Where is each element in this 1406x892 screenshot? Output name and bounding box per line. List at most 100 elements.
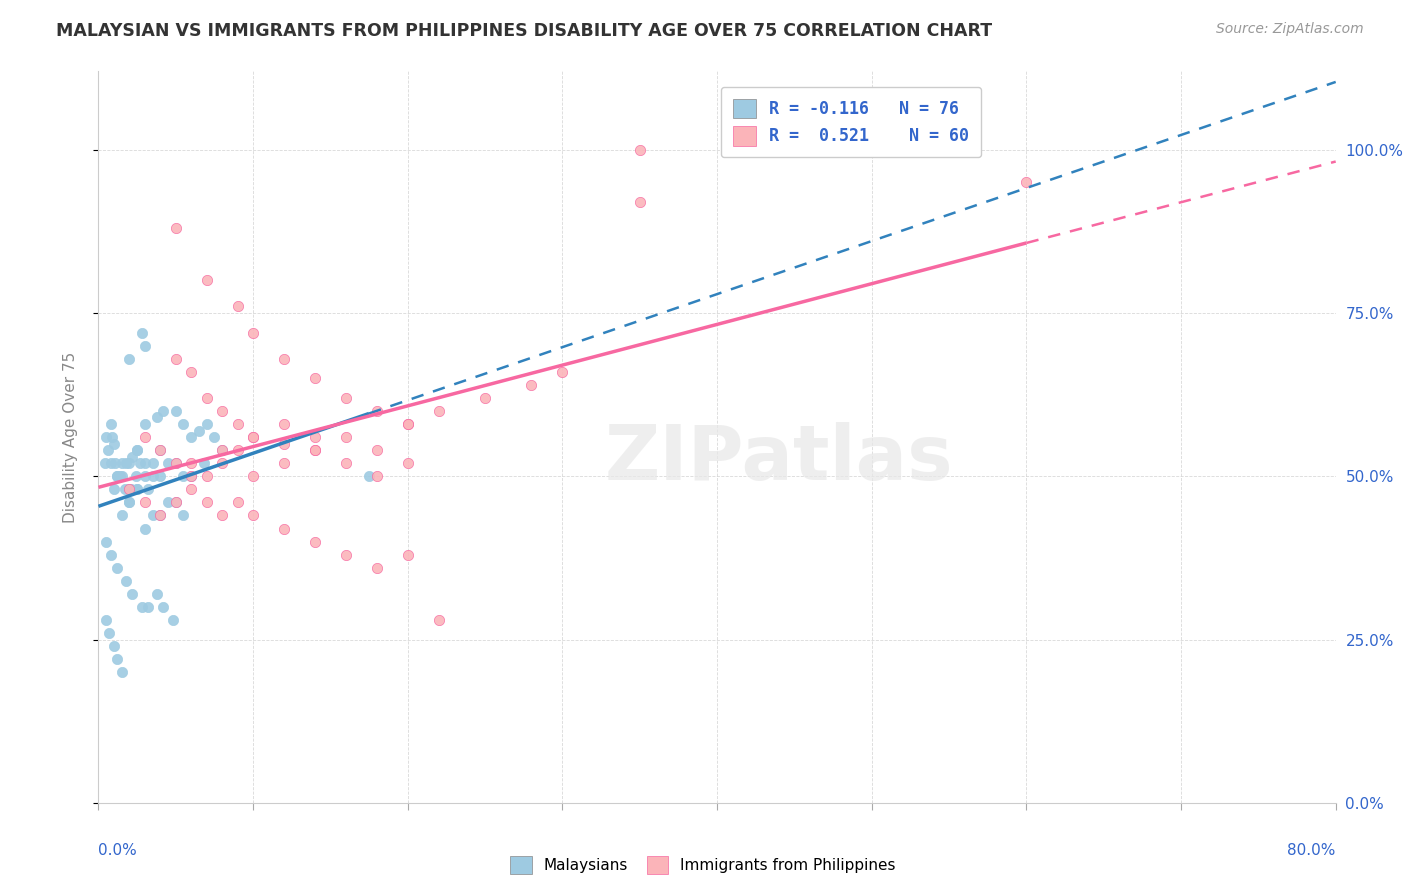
Point — [273, 521, 295, 535]
Point — [121, 450, 143, 464]
Point — [134, 469, 156, 483]
Point — [105, 469, 128, 483]
Point — [180, 430, 202, 444]
Point — [149, 443, 172, 458]
Point — [134, 521, 156, 535]
Point — [335, 430, 357, 444]
Point — [204, 430, 226, 444]
Point — [273, 417, 295, 431]
Point — [98, 626, 121, 640]
Point — [1015, 175, 1038, 189]
Point — [173, 508, 195, 523]
Point — [242, 430, 264, 444]
Point — [103, 639, 125, 653]
Point — [273, 436, 295, 450]
Point — [118, 456, 141, 470]
Point — [226, 443, 249, 458]
Point — [180, 365, 202, 379]
Y-axis label: Disability Age Over 75: Disability Age Over 75 — [63, 351, 77, 523]
Point — [111, 469, 134, 483]
Point — [165, 221, 187, 235]
Point — [127, 483, 149, 497]
Point — [100, 456, 122, 470]
Point — [427, 404, 450, 418]
Point — [366, 469, 388, 483]
Point — [273, 456, 295, 470]
Point — [628, 143, 651, 157]
Point — [211, 404, 233, 418]
Point — [152, 599, 174, 614]
Point — [118, 483, 141, 497]
Point — [211, 443, 233, 458]
Point — [105, 652, 128, 666]
Point — [134, 495, 156, 509]
Point — [242, 326, 264, 340]
Point — [242, 469, 264, 483]
Point — [129, 456, 152, 470]
Point — [396, 456, 419, 470]
Point — [304, 534, 326, 549]
Point — [111, 665, 134, 680]
Point — [335, 548, 357, 562]
Point — [242, 430, 264, 444]
Point — [97, 443, 120, 458]
Point — [114, 483, 136, 497]
Point — [152, 404, 174, 418]
Text: MALAYSIAN VS IMMIGRANTS FROM PHILIPPINES DISABILITY AGE OVER 75 CORRELATION CHAR: MALAYSIAN VS IMMIGRANTS FROM PHILIPPINES… — [56, 22, 993, 40]
Point — [118, 483, 141, 497]
Point — [146, 587, 169, 601]
Legend: Malaysians, Immigrants from Philippines: Malaysians, Immigrants from Philippines — [505, 850, 901, 880]
Point — [165, 495, 187, 509]
Point — [474, 391, 496, 405]
Point — [142, 456, 165, 470]
Point — [149, 508, 172, 523]
Point — [105, 469, 128, 483]
Point — [366, 404, 388, 418]
Point — [103, 483, 125, 497]
Point — [211, 508, 233, 523]
Point — [195, 391, 218, 405]
Point — [173, 469, 195, 483]
Point — [180, 469, 202, 483]
Point — [127, 483, 149, 497]
Text: 0.0%: 0.0% — [98, 843, 138, 858]
Point — [100, 548, 122, 562]
Point — [142, 469, 165, 483]
Point — [101, 430, 124, 444]
Point — [180, 483, 202, 497]
Point — [195, 273, 218, 287]
Point — [142, 508, 165, 523]
Point — [93, 456, 115, 470]
Point — [427, 613, 450, 627]
Point — [165, 456, 187, 470]
Point — [121, 587, 143, 601]
Point — [304, 430, 326, 444]
Point — [157, 456, 180, 470]
Point — [136, 599, 159, 614]
Point — [149, 508, 172, 523]
Point — [118, 351, 141, 366]
Point — [136, 483, 159, 497]
Point — [127, 443, 149, 458]
Point — [520, 377, 543, 392]
Point — [96, 534, 118, 549]
Point — [118, 495, 141, 509]
Point — [165, 351, 187, 366]
Point — [120, 483, 142, 497]
Point — [127, 443, 149, 458]
Point — [242, 508, 264, 523]
Point — [304, 371, 326, 385]
Point — [211, 443, 233, 458]
Point — [157, 495, 180, 509]
Point — [115, 456, 138, 470]
Point — [357, 469, 380, 483]
Point — [366, 560, 388, 574]
Point — [149, 469, 172, 483]
Text: ZIPatlas: ZIPatlas — [605, 422, 953, 496]
Point — [134, 430, 156, 444]
Point — [165, 456, 187, 470]
Point — [134, 417, 156, 431]
Point — [103, 436, 125, 450]
Point — [226, 495, 249, 509]
Point — [105, 560, 128, 574]
